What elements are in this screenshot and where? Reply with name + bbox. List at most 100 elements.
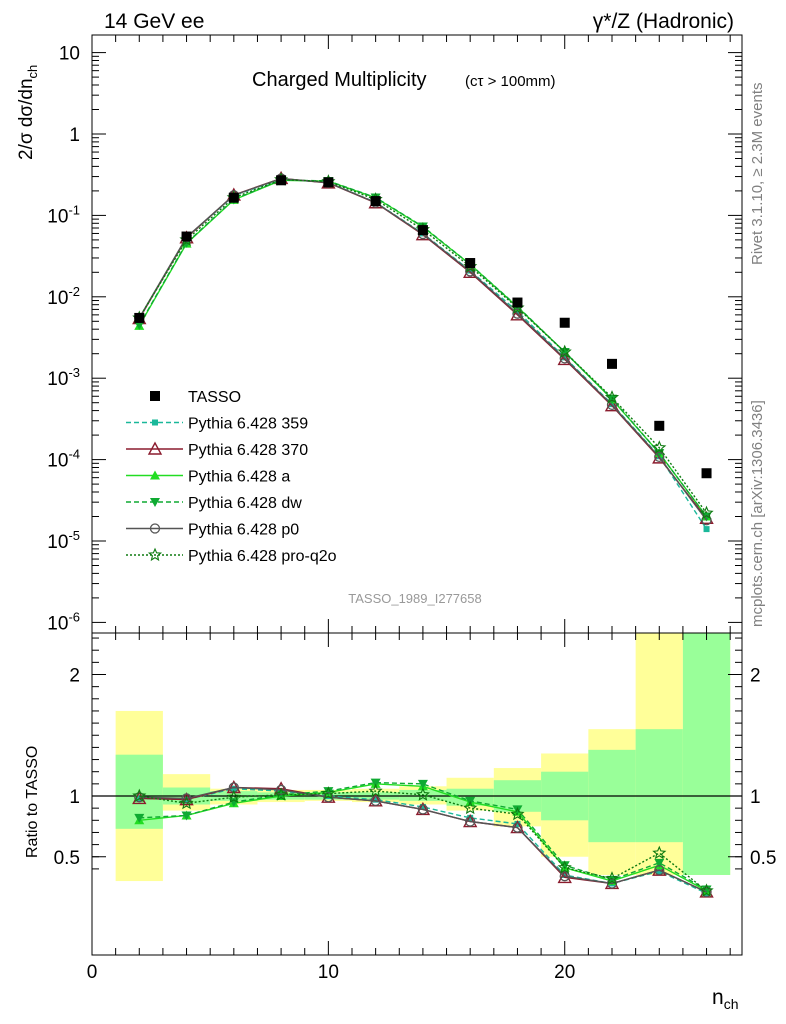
x-axis-title: nch	[712, 986, 738, 1012]
legend-label-series-3: Pythia 6.428 a	[188, 469, 290, 486]
ratio-point-series-4	[417, 779, 428, 789]
main-ytick-label: 10-5	[47, 528, 80, 553]
main-point-tasso	[134, 312, 145, 323]
main-ytick-label: 10-6	[47, 609, 80, 634]
ratio-point-series-5	[654, 864, 665, 876]
ratio-ytick-label: 2	[69, 666, 80, 687]
y-axis-title-ratio: Ratio to TASSO	[24, 746, 41, 858]
y-axis-title-main-sub: ch	[25, 65, 40, 79]
main-point-series-5	[559, 353, 570, 364]
ratio-point-series-6	[557, 860, 572, 874]
ratio-plot-area	[132, 778, 714, 898]
chart-title-suffix: (cτ > 100mm)	[465, 73, 556, 90]
legend-marker-series-1	[152, 419, 158, 426]
main-point-tasso	[465, 258, 476, 269]
main-point-tasso	[323, 177, 334, 188]
main-point-tasso	[512, 297, 523, 308]
main-ytick-label: 10-2	[47, 284, 80, 309]
main-point-tasso	[276, 175, 287, 186]
ratio-point-series-6	[321, 786, 336, 800]
ratio-ytick-label: 1	[69, 787, 80, 808]
legend-marker-series-2	[147, 441, 163, 455]
ratio-point-series-4	[323, 787, 334, 797]
legend-marker-tasso	[150, 391, 160, 401]
x-tick-label: 10	[318, 962, 339, 983]
ratio-point-series-1	[561, 871, 568, 878]
ratio-point-series-6	[604, 871, 620, 885]
ratio-point-series-1	[514, 820, 521, 827]
main-point-series-1	[561, 354, 568, 361]
main-point-series-2	[557, 351, 572, 366]
ratio-point-series-4	[559, 861, 570, 871]
ratio-ytick-label-right: 2	[750, 666, 761, 687]
ratio-point-series-1	[372, 796, 379, 803]
main-point-series-6	[557, 344, 572, 358]
ratio-point-series-6	[415, 787, 430, 801]
main-point-series-6	[699, 505, 714, 520]
ratio-point-series-5	[275, 784, 287, 796]
legend-marker-series-6	[147, 547, 163, 562]
header-right: γ*/Z (Hadronic)	[593, 10, 734, 33]
ratio-point-series-6	[652, 845, 667, 860]
main-ytick-label-exp: -3	[68, 365, 80, 380]
ratio-point-series-4	[607, 875, 617, 885]
main-point-series-5	[512, 308, 523, 319]
main-point-tasso	[607, 358, 617, 369]
main-point-series-6	[604, 390, 620, 404]
ratio-point-series-6	[699, 883, 714, 897]
ratio-point-series-6	[510, 806, 525, 821]
main-plot-area	[132, 170, 714, 533]
ratio-point-series-1	[656, 868, 663, 875]
legend-label-series-2: Pythia 6.428 370	[188, 442, 308, 459]
ratio-point-series-1	[230, 785, 237, 792]
y-axis-title-main-text: 2/σ dσ/dn	[16, 78, 37, 160]
ratio-point-series-6	[132, 788, 147, 803]
ratio-point-series-4	[654, 858, 665, 868]
ratio-frame	[91, 632, 743, 956]
chart-title: Charged Multiplicity	[252, 69, 427, 91]
legend-label-series-4: Pythia 6.428 dw	[188, 495, 302, 512]
ratio-point-series-5	[370, 795, 381, 807]
legend-marker-series-3	[150, 470, 160, 480]
main-ytick-label-exp: -1	[68, 202, 80, 217]
legend-label-series-1: Pythia 6.428 359	[188, 416, 308, 433]
ratio-point-series-6	[226, 789, 241, 804]
main-ytick-label: 1	[69, 125, 80, 146]
main-ytick-label-base: 10	[47, 369, 68, 390]
ratio-point-series-5	[323, 792, 334, 803]
main-ytick-label-exp: -4	[68, 447, 80, 462]
main-ytick-label-base: 10	[47, 288, 68, 309]
ratio-point-series-5	[512, 822, 523, 833]
main-point-series-1	[703, 526, 710, 533]
ratio-point-series-5	[559, 871, 570, 882]
main-point-tasso	[417, 225, 428, 236]
ratio-line-series-6	[139, 790, 707, 892]
ratio-axis-ticks: 2 2 1 1 0.5 0.5	[54, 637, 776, 870]
main-point-tasso	[228, 192, 239, 203]
main-point-tasso	[559, 317, 570, 328]
ratio-ytick-label-right: 1	[750, 787, 761, 808]
legend-label-series-6: Pythia 6.428 pro-q2o	[188, 548, 337, 565]
main-point-series-2	[510, 307, 525, 321]
ratio-point-series-4	[181, 811, 192, 821]
x-axis-ticks: 0 10 20	[87, 633, 731, 983]
ratio-point-series-6	[368, 783, 383, 798]
ratio-point-series-4	[228, 798, 239, 808]
header-left: 14 GeV ee	[104, 10, 204, 33]
ratio-band-inner	[635, 729, 683, 843]
legend-marker-series-5	[149, 523, 161, 534]
main-point-series-5	[654, 451, 665, 463]
main-point-series-2	[604, 398, 620, 412]
main-ytick-label-base: 10	[47, 532, 68, 553]
ratio-point-series-2	[179, 792, 194, 806]
x-axis-title-text: n	[712, 986, 724, 1009]
ratio-band-inner	[682, 633, 731, 875]
legend-label-tasso: TASSO	[188, 389, 241, 406]
ratio-point-series-6	[179, 795, 194, 810]
main-ytick-label-base: 10	[47, 206, 68, 227]
x-axis-title-sub: ch	[724, 996, 739, 1012]
main-point-tasso	[370, 196, 381, 207]
main-point-tasso	[654, 420, 665, 431]
